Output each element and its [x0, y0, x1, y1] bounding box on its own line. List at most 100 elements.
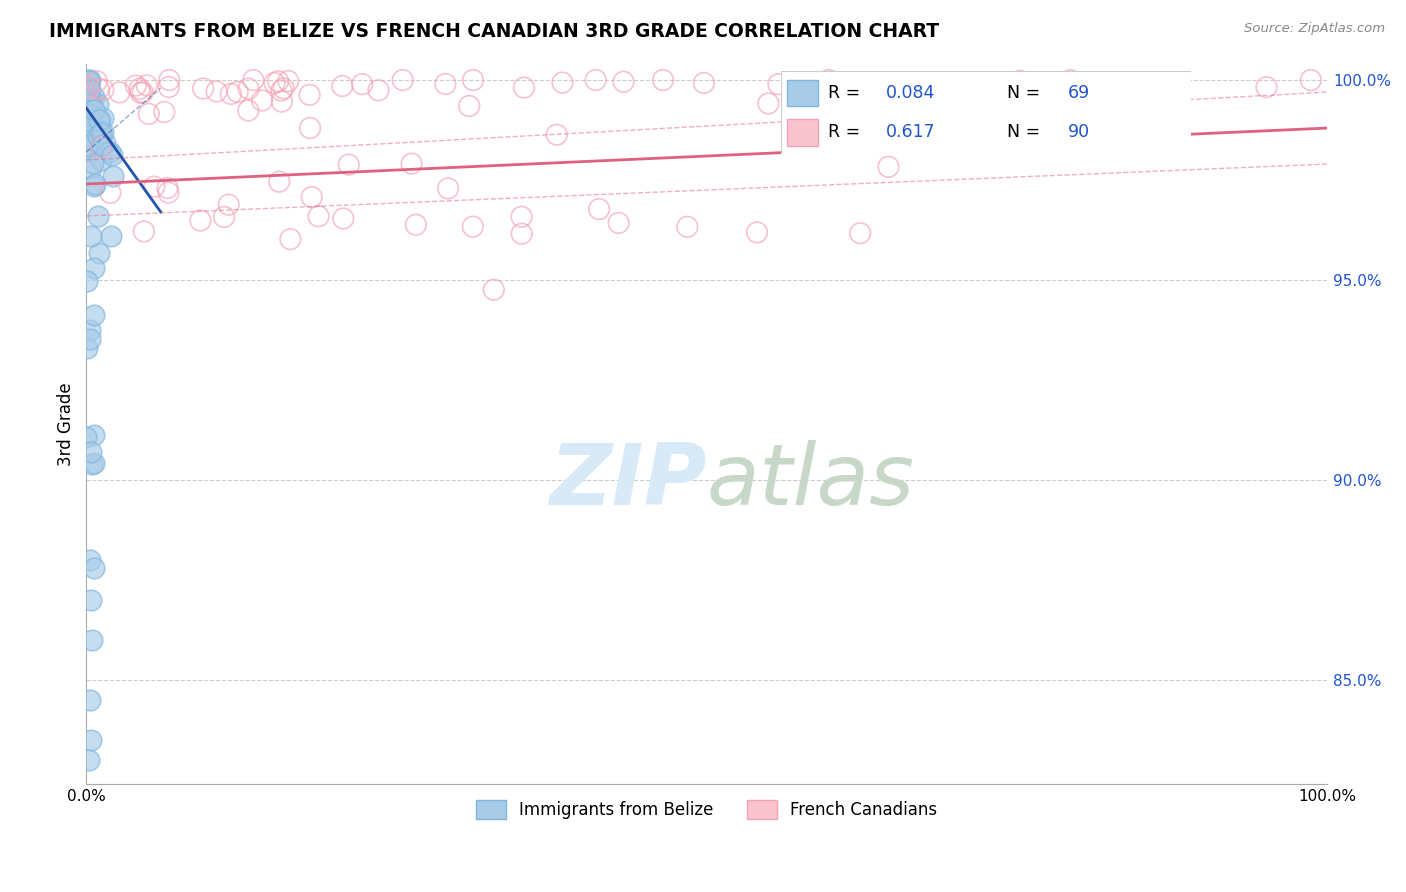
Point — [83, 456, 105, 470]
Point — [652, 73, 675, 87]
Point — [157, 80, 180, 95]
Point — [267, 74, 290, 88]
Point — [132, 224, 155, 238]
Point — [83, 123, 105, 137]
Point — [76, 342, 98, 356]
Point — [79, 112, 101, 127]
Point — [273, 81, 295, 95]
Point — [91, 138, 114, 153]
Point — [190, 213, 212, 227]
Point — [278, 232, 301, 246]
Point — [218, 197, 240, 211]
Point — [87, 128, 110, 143]
Point — [76, 121, 98, 136]
Point — [80, 592, 103, 607]
Point — [1143, 87, 1166, 101]
Point — [76, 274, 98, 288]
Point — [212, 210, 235, 224]
Point — [87, 112, 110, 127]
Point — [337, 158, 360, 172]
Point — [82, 457, 104, 471]
Point — [82, 156, 104, 170]
Point — [676, 219, 699, 234]
Point — [98, 145, 121, 159]
Point — [827, 83, 849, 97]
Point — [461, 219, 484, 234]
Point — [1256, 80, 1278, 95]
Point — [76, 139, 98, 153]
Point — [79, 73, 101, 87]
Point — [138, 107, 160, 121]
Point — [82, 632, 104, 647]
Point — [79, 323, 101, 337]
Point — [298, 121, 321, 136]
Point — [877, 160, 900, 174]
Point — [100, 147, 122, 161]
Text: Source: ZipAtlas.com: Source: ZipAtlas.com — [1244, 22, 1385, 36]
Point — [588, 202, 610, 216]
Point — [77, 78, 100, 92]
Point — [277, 74, 299, 88]
Legend: Immigrants from Belize, French Canadians: Immigrants from Belize, French Canadians — [470, 793, 945, 826]
Point — [80, 732, 103, 747]
Point — [269, 175, 291, 189]
Point — [83, 260, 105, 275]
Point — [352, 77, 374, 91]
Point — [129, 86, 152, 100]
Point — [226, 85, 249, 99]
Point — [80, 161, 103, 175]
Point — [817, 73, 839, 87]
Point — [80, 133, 103, 147]
Point — [1299, 73, 1322, 87]
Point — [89, 246, 111, 260]
Point — [80, 445, 103, 459]
Point — [904, 84, 927, 98]
Point — [125, 78, 148, 93]
Point — [77, 74, 100, 88]
Point — [546, 128, 568, 142]
Point — [263, 76, 285, 90]
Point — [79, 120, 101, 134]
Point — [77, 103, 100, 117]
Point — [91, 83, 114, 97]
Point — [905, 77, 928, 91]
Point — [250, 94, 273, 108]
Point — [77, 93, 100, 107]
Point — [270, 95, 292, 109]
Point — [87, 209, 110, 223]
Point — [76, 127, 98, 141]
Point — [437, 181, 460, 195]
Point — [91, 125, 114, 139]
Text: ZIP: ZIP — [550, 440, 707, 523]
Point — [799, 123, 821, 137]
Point — [1059, 73, 1081, 87]
Point — [79, 332, 101, 346]
Point — [858, 87, 880, 102]
Point — [153, 105, 176, 120]
Point — [94, 136, 117, 150]
Point — [76, 73, 98, 87]
Point — [157, 73, 180, 87]
Point — [87, 97, 110, 112]
Point — [77, 118, 100, 132]
Point — [768, 77, 790, 91]
Point — [77, 80, 100, 95]
Point — [849, 226, 872, 240]
Point — [90, 140, 112, 154]
Point — [607, 216, 630, 230]
Point — [330, 78, 353, 93]
Point — [367, 83, 389, 97]
Point — [219, 87, 242, 101]
Point — [76, 84, 98, 98]
Point — [100, 229, 122, 244]
Point — [458, 99, 481, 113]
Point — [191, 81, 214, 95]
Point — [79, 128, 101, 143]
Point — [86, 74, 108, 88]
Point — [101, 169, 124, 184]
Point — [135, 78, 157, 93]
Point — [205, 84, 228, 98]
Point — [332, 211, 354, 226]
Point — [79, 83, 101, 97]
Point — [75, 430, 97, 444]
